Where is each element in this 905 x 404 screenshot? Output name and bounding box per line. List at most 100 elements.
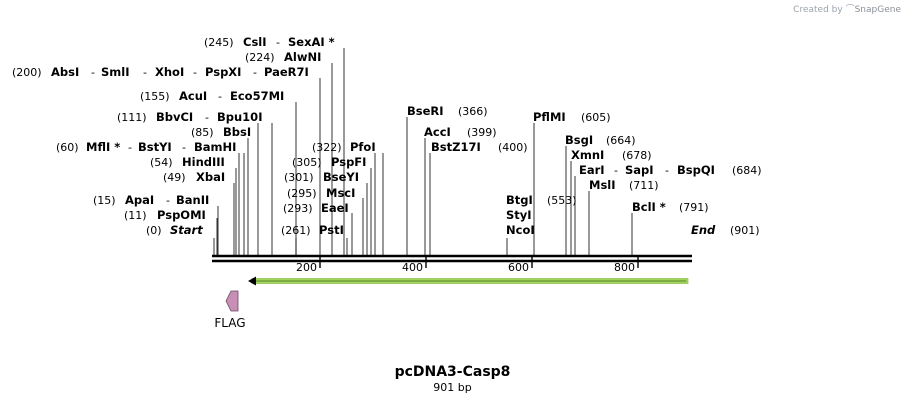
site-position: (15)	[93, 194, 116, 207]
site-position: (49)	[163, 171, 186, 184]
site-position: (400)	[498, 141, 528, 154]
site-position: (684)	[732, 164, 762, 177]
site-label-54: (54) HindIII	[150, 151, 225, 170]
site-enzyme: PaeR7I	[264, 65, 309, 79]
site-position: (54)	[150, 156, 173, 169]
site-label-400: BstZ17I (400)	[431, 136, 528, 155]
site-enzyme: Start	[170, 223, 203, 237]
site-enzyme: BbvCI	[156, 110, 193, 124]
site-label-293: (293) EaeI	[283, 197, 349, 216]
site-label-301: (301) BseYI	[284, 166, 359, 185]
site-enzyme: HindIII	[182, 155, 225, 169]
site-enzyme: AbsI	[51, 65, 79, 79]
backbone	[212, 254, 692, 268]
site-label-245: (245) CslI - SexAI *	[204, 31, 335, 50]
map-length: 901 bp	[433, 381, 472, 394]
site-enzyme: PflMI	[533, 110, 566, 124]
site-position: (605)	[581, 111, 611, 124]
site-position: (678)	[622, 149, 652, 162]
site-position: (399)	[467, 126, 497, 139]
cut-lines	[213, 48, 633, 255]
site-label-49: (49) XbaI	[163, 166, 225, 185]
site-label-678: XmnI (678)	[571, 144, 652, 163]
site-position: (322)	[312, 141, 342, 154]
site-enzyme: PspFI	[331, 155, 366, 169]
credit-prefix: Created by	[793, 5, 843, 15]
site-enzyme: MslI	[589, 178, 616, 192]
tick-label: 800	[614, 261, 635, 274]
site-label-85: (85) BbsI	[191, 121, 251, 140]
site-enzyme: EarI	[579, 163, 605, 177]
site-label-261: (261) PstI	[281, 219, 344, 238]
site-enzyme: NcoI	[506, 223, 535, 237]
site-enzyme: StyI	[506, 208, 532, 222]
site-enzyme: BamHI	[194, 140, 236, 154]
site-label-60: (60) MflI * - BstYI - BamHI	[56, 136, 236, 155]
site-enzyme: MscI	[326, 186, 355, 200]
credit: Created by ⌒SnapGene	[793, 2, 901, 15]
site-position: (711)	[629, 179, 659, 192]
site-position: (111)	[117, 111, 147, 124]
site-position: (553)	[547, 194, 577, 207]
site-enzyme: SexAI *	[288, 35, 335, 49]
site-position: (791)	[679, 201, 709, 214]
site-label-901: End (901)	[691, 219, 760, 238]
site-enzyme: BseRI	[407, 104, 444, 118]
site-label-605: PflMI (605)	[533, 106, 611, 125]
site-label-155: (155) AcuI - Eco57MI	[140, 85, 284, 104]
site-enzyme: PspXI	[205, 65, 241, 79]
site-enzyme: EaeI	[321, 201, 349, 215]
site-label-0: (0) Start	[146, 219, 203, 238]
site-position: (200)	[12, 66, 42, 79]
site-enzyme: XmnI	[571, 148, 604, 162]
site-label-200: (200) AbsI - SmlI - XhoI - PspXI - PaeR7…	[12, 61, 309, 80]
site-position: (366)	[458, 105, 488, 118]
site-enzyme: BclI *	[632, 200, 666, 214]
site-label-366: BseRI (366)	[407, 100, 488, 119]
site-enzyme: XhoI	[155, 65, 184, 79]
credit-brand: SnapGene	[854, 5, 901, 15]
snapgene-logo-icon: ⌒	[845, 5, 855, 15]
site-position: (85)	[191, 126, 214, 139]
site-position: (295)	[287, 187, 317, 200]
site-enzyme: ApaI	[125, 193, 154, 207]
site-enzyme: Eco57MI	[230, 89, 284, 103]
site-enzyme: BstZ17I	[431, 140, 481, 154]
site-label-684: EarI - SapI - BspQI (684)	[579, 159, 762, 178]
site-position: (11)	[124, 209, 147, 222]
site-position: (0)	[146, 224, 162, 237]
site-enzyme: PspOMI	[157, 208, 206, 222]
site-position: (301)	[284, 171, 314, 184]
site-enzyme: BanII	[176, 193, 209, 207]
site-label-15: (15) ApaI - BanII	[93, 189, 209, 208]
site-label-11: (11) PspOMI	[124, 204, 206, 223]
orf-arrowhead	[248, 276, 256, 286]
site-enzyme: BtgI	[506, 193, 533, 207]
site-position: (245)	[204, 36, 234, 49]
map-title: pcDNA3-Casp8	[394, 364, 511, 380]
site-enzyme: PstI	[319, 223, 344, 237]
site-enzyme: BspQI	[677, 163, 715, 177]
site-label-664: BsgI (664)	[565, 129, 636, 148]
orf-arrow	[248, 276, 689, 286]
site-position: (224)	[245, 51, 275, 64]
site-label-711: MslI (711)	[589, 174, 659, 193]
site-enzyme: SmlI	[101, 65, 130, 79]
site-enzyme: AccI	[424, 125, 451, 139]
site-label-111: (111) BbvCI - Bpu10I	[117, 106, 262, 125]
tick-label: 400	[402, 261, 423, 274]
site-label-322: (322) PfoI	[312, 136, 376, 155]
site-enzyme: AlwNI	[284, 50, 321, 64]
site-enzyme: SapI	[625, 163, 654, 177]
site-enzyme: BseYI	[323, 170, 359, 184]
site-enzyme: AcuI	[179, 89, 207, 103]
site-label-791: BclI * (791)	[632, 196, 709, 215]
site-position: (901)	[730, 224, 760, 237]
site-position: (60)	[56, 141, 79, 154]
site-label-224: (224) AlwNI	[245, 46, 321, 65]
site-enzyme: MflI *	[86, 140, 120, 154]
site-position: (261)	[281, 224, 311, 237]
site-enzyme: PfoI	[350, 140, 376, 154]
site-position: (155)	[140, 90, 170, 103]
